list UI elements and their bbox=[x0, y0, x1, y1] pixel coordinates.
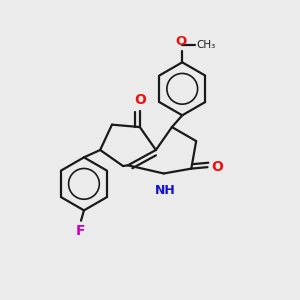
Text: NH: NH bbox=[155, 184, 176, 197]
Text: F: F bbox=[76, 224, 85, 238]
Text: O: O bbox=[134, 93, 146, 107]
Text: O: O bbox=[176, 35, 187, 48]
Text: CH₃: CH₃ bbox=[196, 40, 216, 50]
Text: O: O bbox=[211, 160, 223, 174]
